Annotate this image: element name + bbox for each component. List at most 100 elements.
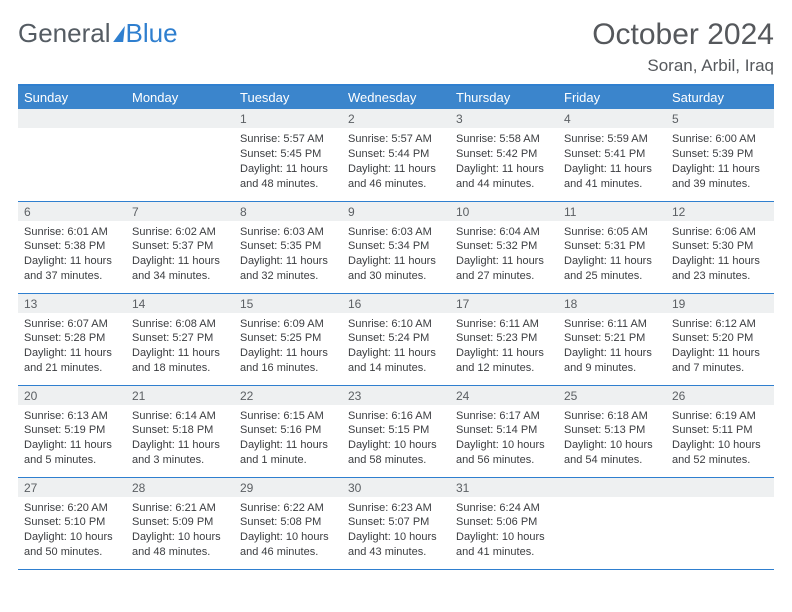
daylight-line: Daylight: 11 hours and 3 minutes. — [132, 438, 228, 468]
day-number: 9 — [342, 202, 450, 221]
daylight-line: Daylight: 11 hours and 30 minutes. — [348, 254, 444, 284]
sunrise-line: Sunrise: 6:04 AM — [456, 225, 552, 240]
day-number: 11 — [558, 202, 666, 221]
day-details: Sunrise: 6:06 AMSunset: 5:30 PMDaylight:… — [666, 221, 774, 290]
sunrise-line: Sunrise: 6:01 AM — [24, 225, 120, 240]
calendar-cell-7: 7Sunrise: 6:02 AMSunset: 5:37 PMDaylight… — [126, 201, 234, 293]
calendar-cell-26: 26Sunrise: 6:19 AMSunset: 5:11 PMDayligh… — [666, 385, 774, 477]
cell-body-empty — [666, 497, 774, 557]
sunset-line: Sunset: 5:41 PM — [564, 147, 660, 162]
calendar-cell-15: 15Sunrise: 6:09 AMSunset: 5:25 PMDayligh… — [234, 293, 342, 385]
day-details: Sunrise: 6:15 AMSunset: 5:16 PMDaylight:… — [234, 405, 342, 474]
cell-body-empty — [126, 128, 234, 188]
calendar-cell-25: 25Sunrise: 6:18 AMSunset: 5:13 PMDayligh… — [558, 385, 666, 477]
sunset-line: Sunset: 5:25 PM — [240, 331, 336, 346]
daylight-line: Daylight: 11 hours and 16 minutes. — [240, 346, 336, 376]
day-details: Sunrise: 6:21 AMSunset: 5:09 PMDaylight:… — [126, 497, 234, 566]
day-details: Sunrise: 6:11 AMSunset: 5:21 PMDaylight:… — [558, 313, 666, 382]
day-details: Sunrise: 6:05 AMSunset: 5:31 PMDaylight:… — [558, 221, 666, 290]
day-details: Sunrise: 6:03 AMSunset: 5:35 PMDaylight:… — [234, 221, 342, 290]
sunset-line: Sunset: 5:11 PM — [672, 423, 768, 438]
weekday-friday: Friday — [558, 85, 666, 109]
sunset-line: Sunset: 5:32 PM — [456, 239, 552, 254]
cell-body-empty — [18, 128, 126, 188]
day-details: Sunrise: 6:22 AMSunset: 5:08 PMDaylight:… — [234, 497, 342, 566]
day-details: Sunrise: 6:23 AMSunset: 5:07 PMDaylight:… — [342, 497, 450, 566]
weekday-saturday: Saturday — [666, 85, 774, 109]
sunset-line: Sunset: 5:07 PM — [348, 515, 444, 530]
sunrise-line: Sunrise: 6:15 AM — [240, 409, 336, 424]
day-number: 19 — [666, 294, 774, 313]
calendar-row: 6Sunrise: 6:01 AMSunset: 5:38 PMDaylight… — [18, 201, 774, 293]
calendar-cell-6: 6Sunrise: 6:01 AMSunset: 5:38 PMDaylight… — [18, 201, 126, 293]
calendar-cell-5: 5Sunrise: 6:00 AMSunset: 5:39 PMDaylight… — [666, 109, 774, 201]
day-details: Sunrise: 6:00 AMSunset: 5:39 PMDaylight:… — [666, 128, 774, 197]
sunrise-line: Sunrise: 6:21 AM — [132, 501, 228, 516]
sunrise-line: Sunrise: 6:05 AM — [564, 225, 660, 240]
day-details: Sunrise: 6:08 AMSunset: 5:27 PMDaylight:… — [126, 313, 234, 382]
calendar-cell-22: 22Sunrise: 6:15 AMSunset: 5:16 PMDayligh… — [234, 385, 342, 477]
calendar-cell-19: 19Sunrise: 6:12 AMSunset: 5:20 PMDayligh… — [666, 293, 774, 385]
cell-body-empty — [558, 497, 666, 557]
daylight-line: Daylight: 11 hours and 37 minutes. — [24, 254, 120, 284]
logo-word-2: Blue — [126, 18, 178, 49]
sunrise-line: Sunrise: 6:11 AM — [564, 317, 660, 332]
calendar-cell-30: 30Sunrise: 6:23 AMSunset: 5:07 PMDayligh… — [342, 477, 450, 569]
sunrise-line: Sunrise: 6:14 AM — [132, 409, 228, 424]
day-number: 25 — [558, 386, 666, 405]
sunset-line: Sunset: 5:45 PM — [240, 147, 336, 162]
daylight-line: Daylight: 11 hours and 48 minutes. — [240, 162, 336, 192]
weekday-wednesday: Wednesday — [342, 85, 450, 109]
day-number: 8 — [234, 202, 342, 221]
weekday-sunday: Sunday — [18, 85, 126, 109]
day-details: Sunrise: 6:17 AMSunset: 5:14 PMDaylight:… — [450, 405, 558, 474]
sunset-line: Sunset: 5:08 PM — [240, 515, 336, 530]
daylight-line: Daylight: 10 hours and 54 minutes. — [564, 438, 660, 468]
sunrise-line: Sunrise: 6:18 AM — [564, 409, 660, 424]
day-number: 12 — [666, 202, 774, 221]
day-number: 30 — [342, 478, 450, 497]
calendar-table: SundayMondayTuesdayWednesdayThursdayFrid… — [18, 84, 774, 570]
logo-word-1: General — [18, 18, 111, 49]
daylight-line: Daylight: 10 hours and 58 minutes. — [348, 438, 444, 468]
day-details: Sunrise: 6:12 AMSunset: 5:20 PMDaylight:… — [666, 313, 774, 382]
daylight-line: Daylight: 11 hours and 5 minutes. — [24, 438, 120, 468]
daylight-line: Daylight: 10 hours and 48 minutes. — [132, 530, 228, 560]
sunrise-line: Sunrise: 6:00 AM — [672, 132, 768, 147]
day-number: 1 — [234, 109, 342, 128]
daylight-line: Daylight: 11 hours and 21 minutes. — [24, 346, 120, 376]
logo: General Blue — [18, 18, 178, 49]
calendar-cell-24: 24Sunrise: 6:17 AMSunset: 5:14 PMDayligh… — [450, 385, 558, 477]
logo-mark-icon — [113, 26, 125, 42]
sunset-line: Sunset: 5:20 PM — [672, 331, 768, 346]
day-details: Sunrise: 6:02 AMSunset: 5:37 PMDaylight:… — [126, 221, 234, 290]
calendar-cell-21: 21Sunrise: 6:14 AMSunset: 5:18 PMDayligh… — [126, 385, 234, 477]
daylight-line: Daylight: 10 hours and 56 minutes. — [456, 438, 552, 468]
calendar-row: 27Sunrise: 6:20 AMSunset: 5:10 PMDayligh… — [18, 477, 774, 569]
calendar-cell-16: 16Sunrise: 6:10 AMSunset: 5:24 PMDayligh… — [342, 293, 450, 385]
day-number: 24 — [450, 386, 558, 405]
calendar-cell-23: 23Sunrise: 6:16 AMSunset: 5:15 PMDayligh… — [342, 385, 450, 477]
day-number: 26 — [666, 386, 774, 405]
day-number: 23 — [342, 386, 450, 405]
day-details: Sunrise: 6:18 AMSunset: 5:13 PMDaylight:… — [558, 405, 666, 474]
daynum-empty — [558, 478, 666, 497]
calendar-row: 1Sunrise: 5:57 AMSunset: 5:45 PMDaylight… — [18, 109, 774, 201]
location-label: Soran, Arbil, Iraq — [592, 56, 774, 76]
calendar-cell-14: 14Sunrise: 6:08 AMSunset: 5:27 PMDayligh… — [126, 293, 234, 385]
day-number: 18 — [558, 294, 666, 313]
day-details: Sunrise: 6:09 AMSunset: 5:25 PMDaylight:… — [234, 313, 342, 382]
daylight-line: Daylight: 11 hours and 44 minutes. — [456, 162, 552, 192]
sunset-line: Sunset: 5:28 PM — [24, 331, 120, 346]
day-number: 3 — [450, 109, 558, 128]
daylight-line: Daylight: 11 hours and 39 minutes. — [672, 162, 768, 192]
sunrise-line: Sunrise: 6:23 AM — [348, 501, 444, 516]
daylight-line: Daylight: 11 hours and 12 minutes. — [456, 346, 552, 376]
day-number: 29 — [234, 478, 342, 497]
sunrise-line: Sunrise: 5:57 AM — [240, 132, 336, 147]
sunset-line: Sunset: 5:21 PM — [564, 331, 660, 346]
calendar-cell-11: 11Sunrise: 6:05 AMSunset: 5:31 PMDayligh… — [558, 201, 666, 293]
day-number: 22 — [234, 386, 342, 405]
daylight-line: Daylight: 10 hours and 50 minutes. — [24, 530, 120, 560]
sunset-line: Sunset: 5:18 PM — [132, 423, 228, 438]
